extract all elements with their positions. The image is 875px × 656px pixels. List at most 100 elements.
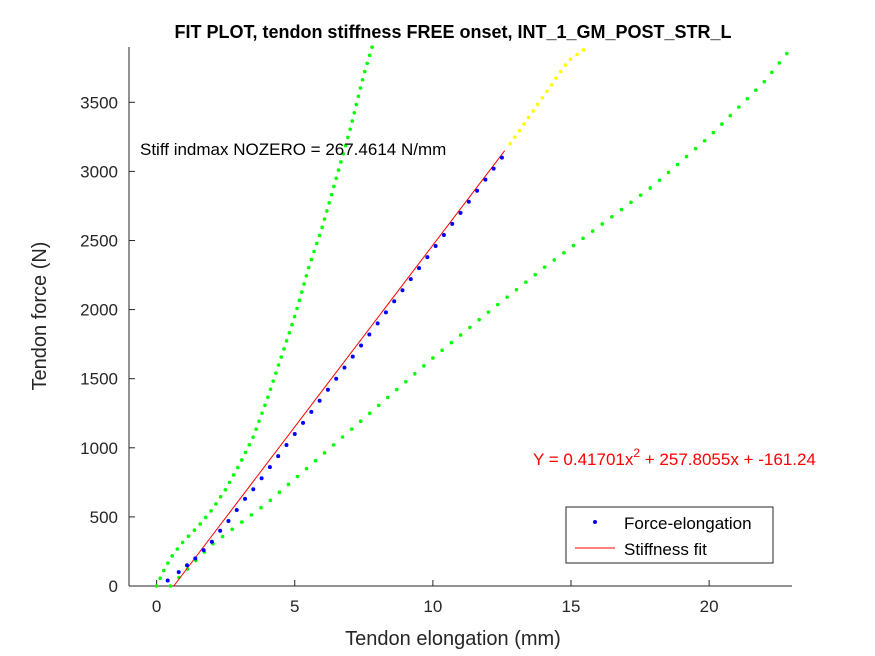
upper-bound-curve-point xyxy=(268,387,273,392)
lower-bound-curve-point xyxy=(376,403,381,408)
force-elongation-point xyxy=(165,578,170,583)
plot-area xyxy=(154,45,789,588)
upper-bound-curve-point xyxy=(354,102,359,107)
force-elongation-point xyxy=(450,221,455,226)
lower-bound-curve-point xyxy=(702,138,707,143)
x-tick-label: 5 xyxy=(290,597,299,616)
force-elongation-point xyxy=(226,519,231,524)
lower-bound-curve-point xyxy=(449,340,454,345)
upper-bound-curve-point xyxy=(180,540,185,545)
lower-bound-curve-point xyxy=(259,505,263,510)
lower-bound-curve-point xyxy=(675,162,680,167)
lower-bound-curve-point xyxy=(762,79,767,84)
lower-bound-curve-point xyxy=(784,51,789,56)
force-elongation-series xyxy=(165,155,504,583)
force-elongation-point xyxy=(334,376,339,381)
extrapolation-curve-point xyxy=(545,89,549,94)
lower-bound-curve-point xyxy=(629,200,633,205)
upper-bound-curve-point xyxy=(362,69,367,74)
force-elongation-point xyxy=(193,556,198,561)
lower-bound-curve-point xyxy=(728,113,733,118)
extrapolation-curve-point xyxy=(558,69,563,74)
upper-bound-curve-point xyxy=(290,322,294,327)
upper-bound-curve-point xyxy=(223,487,228,492)
x-tick-label: 0 xyxy=(152,597,161,616)
upper-bound-curve-point xyxy=(346,135,350,140)
force-elongation-point xyxy=(475,188,480,193)
force-elongation-point xyxy=(267,465,272,470)
lower-bound-curve-point xyxy=(340,435,345,439)
upper-bound-curve-point xyxy=(243,450,248,455)
extrapolation-curve xyxy=(508,48,586,146)
force-elongation-point xyxy=(284,443,289,448)
lower-bound-curve-point xyxy=(239,520,244,524)
upper-bound-curve-point xyxy=(175,547,180,551)
lower-bound-curve-point xyxy=(295,474,300,479)
upper-bound-curve-point xyxy=(276,363,281,367)
lower-bound-curve-point xyxy=(684,154,689,159)
force-elongation-point xyxy=(375,321,380,326)
legend: Force-elongation Stiffness fit xyxy=(565,506,774,564)
lower-bound-curve-point xyxy=(753,88,758,92)
lower-bound-curve-point xyxy=(440,348,444,353)
extrapolation-curve-point xyxy=(513,135,517,139)
legend-marker-force xyxy=(593,520,597,524)
force-elongation-point xyxy=(359,343,364,348)
upper-bound-curve-point xyxy=(254,427,258,432)
upper-bound-curve-point xyxy=(367,53,372,58)
upper-bound-curve-point xyxy=(266,395,270,400)
lower-bound-curve-point xyxy=(403,379,408,384)
fit-equation: Y = 0.41701x2 + 257.8055x + -161.24 xyxy=(533,446,816,469)
lower-bound-curve-point xyxy=(737,105,741,109)
y-tick-label: 500 xyxy=(90,508,118,527)
legend-label-fit: Stiffness fit xyxy=(624,540,707,559)
upper-bound-curve-point xyxy=(198,522,203,526)
extrapolation-curve-point xyxy=(575,52,579,57)
lower-bound-curve-point xyxy=(394,387,399,392)
upper-bound-curve-point xyxy=(231,473,236,477)
upper-bound-curve-point xyxy=(274,371,278,375)
force-elongation-point xyxy=(301,420,306,425)
extrapolation-curve-point xyxy=(526,115,531,120)
y-tick-label: 1000 xyxy=(80,439,118,458)
force-elongation-point xyxy=(392,299,397,304)
lower-bound-curve-point xyxy=(619,207,624,212)
lower-bound-curve-point xyxy=(610,214,614,219)
lower-bound-curve-point xyxy=(458,333,463,337)
lower-bound-curve-point xyxy=(745,96,750,101)
upper-bound-curve-point xyxy=(284,339,289,343)
upper-bound-curve-point xyxy=(299,290,304,294)
force-elongation-point xyxy=(383,310,388,315)
lower-bound-curve-point xyxy=(711,130,716,135)
stiffness-annotation: Stiff indmax NOZERO = 267.4614 N/mm xyxy=(140,140,446,159)
upper-bound-curve-point xyxy=(247,442,252,447)
upper-bound-curve-point xyxy=(158,576,162,581)
x-ticks: 0 5 10 15 20 xyxy=(152,580,719,616)
upper-bound-curve-point xyxy=(329,192,334,197)
legend-label-force: Force-elongation xyxy=(624,514,752,533)
lower-bound-curve-point xyxy=(477,317,481,322)
upper-bound-curve-point xyxy=(235,465,240,470)
force-elongation-point xyxy=(350,354,355,359)
upper-bound-curve-point xyxy=(295,306,299,311)
y-tick-label: 2000 xyxy=(80,301,118,320)
upper-bound-curve-point xyxy=(227,480,232,485)
lower-bound-curve-point xyxy=(562,250,566,255)
lower-bound-curve-point xyxy=(505,295,509,299)
lower-bound-curve-point xyxy=(422,364,426,368)
force-elongation-point xyxy=(201,548,206,553)
upper-bound-curve-point xyxy=(209,509,213,513)
upper-bound-curve-point xyxy=(302,282,306,286)
equation-exponent: 2 xyxy=(633,446,640,460)
upper-bound-curve-point xyxy=(320,225,324,230)
upper-bound-curve-point xyxy=(350,119,355,123)
lower-bound-curve-point xyxy=(304,466,309,471)
force-elongation-point xyxy=(276,454,281,459)
lower-bound-curve-point xyxy=(413,371,417,376)
upper-bound-curve-point xyxy=(343,143,348,148)
extrapolation-curve-point xyxy=(568,57,573,61)
force-elongation-point xyxy=(209,539,214,544)
extrapolation-curve-point xyxy=(554,76,558,80)
equation-suffix: + 257.8055x + -161.24 xyxy=(640,450,816,469)
